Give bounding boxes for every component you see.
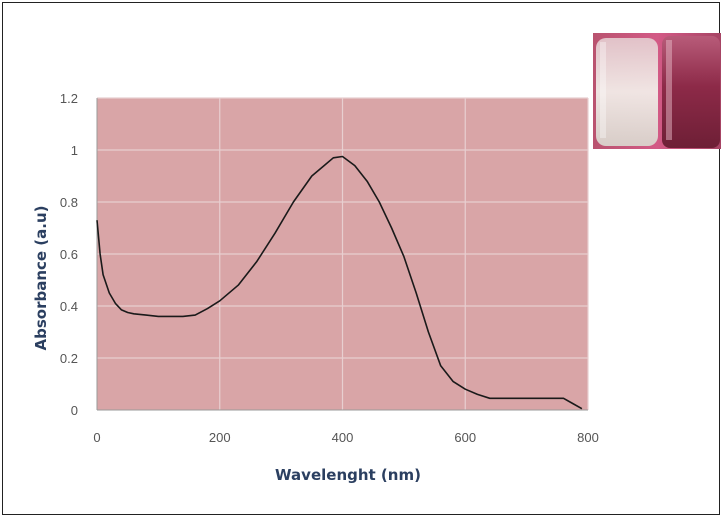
x-axis-title: Wavelenght (nm) <box>275 466 421 484</box>
y-tick-label: 0.6 <box>60 247 78 262</box>
right-vial <box>662 36 720 148</box>
x-tick-label: 600 <box>454 430 476 445</box>
x-tick-label: 400 <box>332 430 354 445</box>
left-vial <box>596 38 658 146</box>
y-tick-label: 0 <box>71 403 78 418</box>
y-tick-label: 0.8 <box>60 195 78 210</box>
y-tick-label: 0.2 <box>60 351 78 366</box>
absorbance-line <box>96 155 583 410</box>
y-axis-title: Absorbance (a.u) <box>32 205 50 350</box>
x-tick-label: 0 <box>93 430 100 445</box>
sample-vials-photo <box>593 33 721 149</box>
y-tick-label: 1.2 <box>60 91 78 106</box>
y-tick-label: 0.4 <box>60 299 78 314</box>
x-tick-label: 200 <box>209 430 231 445</box>
x-tick-label: 800 <box>577 430 599 445</box>
y-tick-label: 1 <box>71 143 78 158</box>
